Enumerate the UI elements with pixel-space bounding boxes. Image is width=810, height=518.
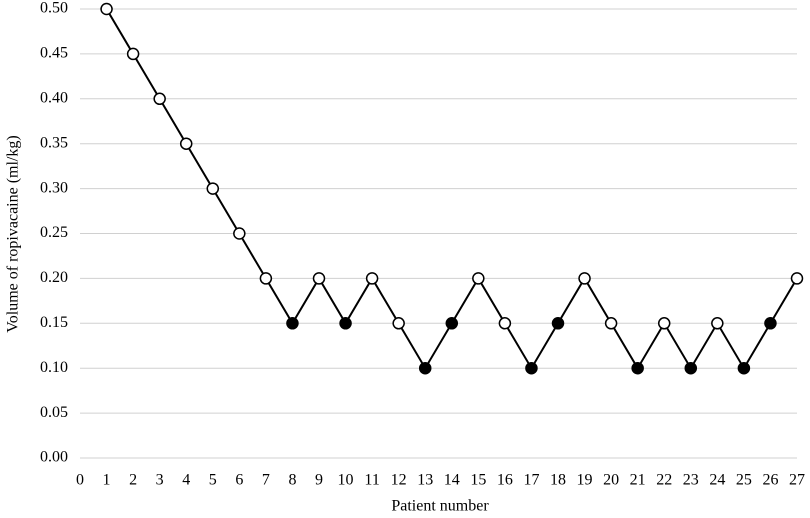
data-point	[764, 317, 777, 330]
x-tick-label: 8	[288, 472, 296, 489]
data-point	[365, 272, 379, 285]
x-tick-label: 27	[789, 472, 805, 489]
x-tick-label: 19	[577, 472, 593, 489]
data-point	[472, 272, 485, 285]
x-tick-label: 22	[656, 472, 672, 489]
y-tick-label: 0.05	[40, 404, 68, 421]
data-point	[498, 317, 512, 330]
data-point	[339, 317, 352, 330]
data-point	[657, 317, 671, 330]
y-tick-label: 0.15	[40, 314, 68, 331]
y-tick-label: 0.20	[40, 269, 68, 286]
data-point	[100, 2, 113, 16]
data-point	[684, 361, 698, 375]
x-tick-label: 6	[235, 472, 243, 489]
x-tick-label: 5	[209, 472, 217, 489]
x-tick-label: 24	[709, 472, 725, 489]
data-point	[711, 317, 724, 330]
data-point	[153, 92, 166, 106]
x-tick-label: 1	[103, 472, 111, 489]
y-tick-label: 0.40	[40, 89, 68, 106]
x-tick-label: 16	[497, 472, 513, 489]
data-point	[578, 272, 591, 285]
data-point	[126, 47, 140, 61]
x-tick-label: 4	[182, 472, 190, 489]
data-point	[206, 182, 220, 195]
x-tick-label: 7	[262, 472, 270, 489]
x-tick-label: 25	[736, 472, 752, 489]
x-tick-label: 2	[129, 472, 137, 489]
x-tick-label: 20	[603, 472, 619, 489]
data-point	[233, 227, 246, 240]
y-tick-label: 0.10	[40, 359, 68, 376]
y-tick-label: 0.30	[40, 179, 68, 196]
x-tick-label: 14	[444, 472, 460, 489]
x-tick-label: 0	[76, 472, 84, 489]
data-point	[737, 361, 751, 375]
x-tick-label: 9	[315, 472, 323, 489]
x-tick-label: 13	[417, 472, 433, 489]
data-point	[445, 317, 459, 330]
data-point	[392, 317, 405, 330]
data-point	[286, 317, 299, 330]
x-tick-label: 3	[156, 472, 164, 489]
y-tick-label: 0.45	[40, 45, 68, 62]
data-point	[312, 272, 326, 285]
x-tick-label: 18	[550, 472, 566, 489]
x-tick-label: 23	[683, 472, 699, 489]
x-tick-label: 10	[338, 472, 354, 489]
y-tick-label: 0.35	[40, 134, 68, 151]
y-tick-label: 0.50	[40, 0, 68, 17]
data-point	[179, 137, 193, 150]
y-tick-label: 0.00	[40, 449, 68, 466]
data-point	[604, 317, 618, 330]
data-point	[259, 272, 273, 285]
x-tick-label: 21	[630, 472, 646, 489]
x-axis-title: Patient number	[391, 498, 489, 515]
data-point	[418, 361, 432, 375]
data-point	[790, 272, 804, 285]
x-tick-label: 12	[391, 472, 407, 489]
y-tick-label: 0.25	[40, 224, 68, 241]
x-tick-label: 26	[762, 472, 778, 489]
data-point	[551, 317, 565, 330]
x-tick-label: 15	[470, 472, 486, 489]
x-tick-label: 17	[523, 472, 539, 489]
y-axis-title: Volume of ropivacaine (ml/kg)	[5, 135, 22, 332]
data-point	[525, 361, 538, 375]
data-point	[631, 361, 644, 375]
x-tick-label: 11	[364, 472, 379, 489]
